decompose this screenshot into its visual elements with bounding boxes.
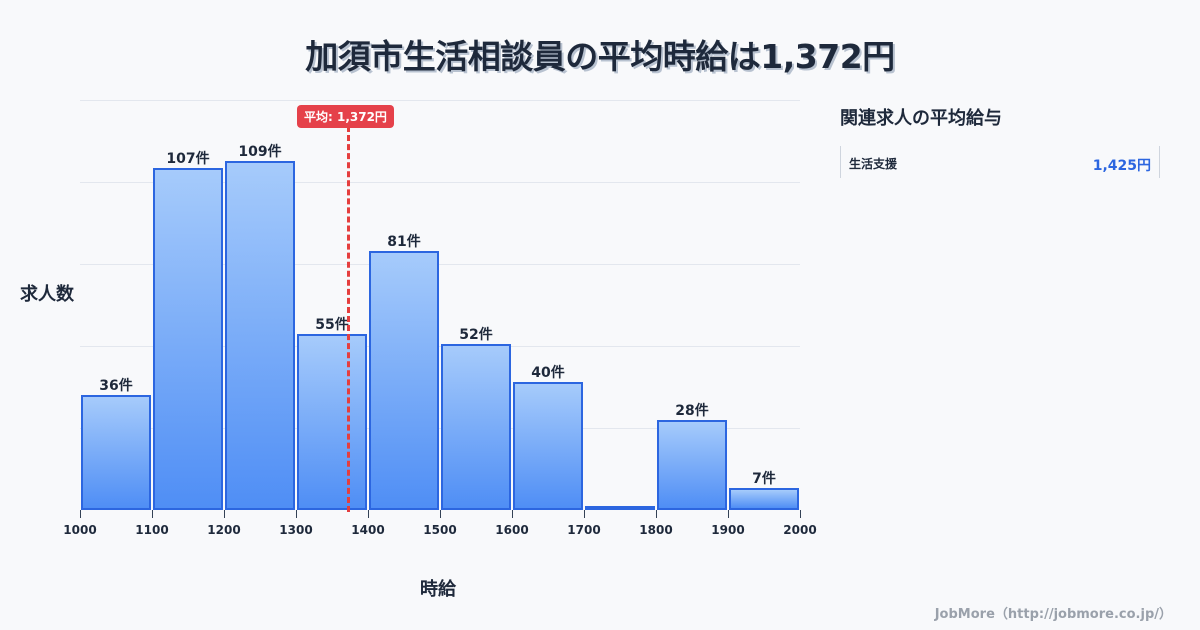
bar-value-label: 36件: [99, 377, 133, 394]
related-salary-title: 関連求人の平均給与: [840, 108, 1002, 129]
bar-value-label: 81件: [387, 233, 421, 250]
x-tick: [512, 510, 513, 518]
x-tick-label: 1700: [567, 523, 601, 537]
bar-value-label: 109件: [238, 144, 282, 161]
bar-value-label: 7件: [752, 470, 776, 487]
histogram-bar: [513, 382, 583, 510]
x-tick: [80, 510, 81, 518]
histogram-bar: [657, 420, 727, 510]
bar-value-label: 55件: [315, 317, 349, 333]
x-tick-label: 1500: [423, 523, 457, 537]
histogram-bar: [369, 250, 439, 510]
x-tick-label: 1900: [711, 523, 745, 537]
x-tick: [296, 510, 297, 518]
x-tick-label: 1300: [279, 523, 313, 537]
histogram-bar: [81, 394, 151, 510]
x-tick-label: 1800: [639, 523, 673, 537]
gridline: [80, 182, 800, 183]
x-tick-label: 1200: [207, 523, 241, 537]
histogram-bar: [585, 506, 655, 510]
related-job-name: 生活支援: [849, 157, 898, 171]
x-tick: [224, 510, 225, 518]
bar-value-label: 52件: [459, 326, 493, 343]
histogram-bar: [153, 167, 223, 510]
histogram-bar: [225, 161, 295, 510]
x-axis-label: 時給: [420, 579, 456, 600]
x-tick: [800, 510, 801, 518]
footer-credit: JobMore（http://jobmore.co.jp/）: [934, 607, 1172, 622]
bar-value-label: 40件: [531, 365, 565, 381]
histogram-bar: [441, 343, 511, 510]
x-tick-label: 1600: [495, 523, 529, 537]
x-tick: [152, 510, 153, 518]
histogram-bar: [729, 487, 799, 510]
gridline: [80, 100, 800, 101]
x-tick: [728, 510, 729, 518]
x-tick: [440, 510, 441, 518]
gridline: [80, 346, 800, 347]
histogram-bar: [297, 334, 367, 510]
related-salary-item[interactable]: 生活支援 1,425円: [840, 146, 1160, 178]
x-tick-label: 1400: [351, 523, 385, 537]
x-tick: [656, 510, 657, 518]
bar-value-label: 28件: [675, 403, 709, 420]
average-badge: 平均: 1,372円: [297, 105, 394, 128]
average-line: [347, 126, 350, 512]
x-tick: [368, 510, 369, 518]
x-tick-label: 2000: [783, 523, 817, 537]
x-tick: [584, 510, 585, 518]
y-axis-label: 求人数: [20, 284, 74, 305]
x-tick-label: 1100: [135, 523, 169, 537]
chart-title: 加須市生活相談員の平均時給は1,372円: [305, 37, 895, 76]
bar-value-label: 107件: [166, 150, 210, 167]
gridline: [80, 428, 800, 429]
related-job-salary: 1,425円: [1092, 158, 1151, 174]
gridline: [80, 264, 800, 265]
x-tick-label: 1000: [63, 523, 97, 537]
